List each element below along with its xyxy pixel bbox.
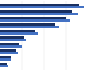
Bar <box>0 10 72 13</box>
Bar <box>0 32 38 35</box>
Bar <box>0 43 19 45</box>
Bar <box>0 49 16 52</box>
Bar <box>0 45 22 48</box>
Bar <box>0 26 59 28</box>
Bar <box>0 56 11 58</box>
Bar <box>0 58 11 61</box>
Bar <box>0 62 7 65</box>
Bar <box>0 4 79 6</box>
Bar <box>0 23 55 26</box>
Bar <box>0 6 84 9</box>
Bar <box>0 17 66 19</box>
Bar <box>0 19 70 22</box>
Bar <box>0 36 24 39</box>
Bar <box>0 39 26 41</box>
Bar <box>0 52 18 54</box>
Bar <box>0 13 78 15</box>
Bar <box>0 65 8 67</box>
Bar <box>0 30 35 32</box>
